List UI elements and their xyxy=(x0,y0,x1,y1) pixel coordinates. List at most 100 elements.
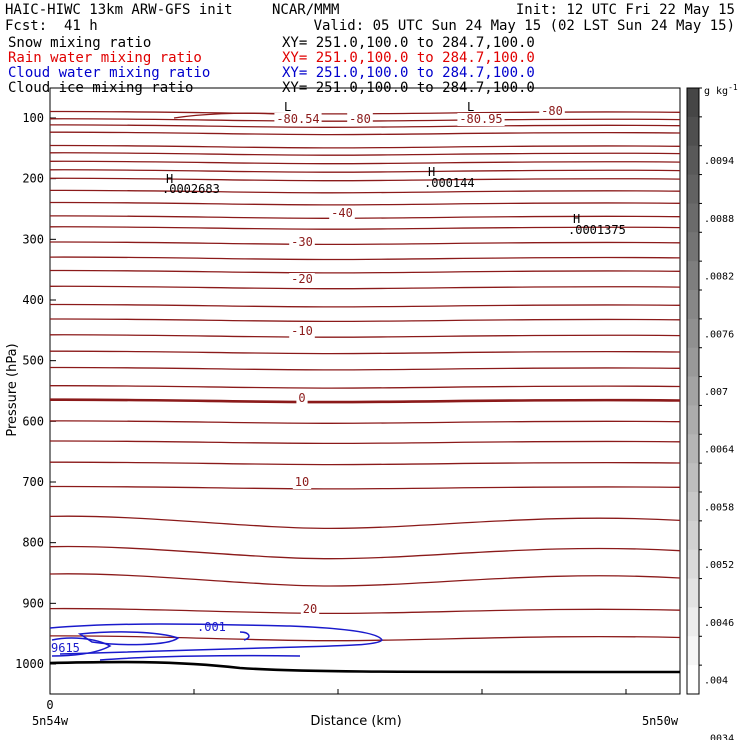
isotherm-line-5 xyxy=(49,152,681,156)
cloud-water-contour-outer xyxy=(49,623,383,655)
cloud-water-contour-core xyxy=(51,637,112,657)
colorbar-swatch-2 xyxy=(687,145,699,176)
cloud-water-contour-inner xyxy=(77,631,180,646)
x-tick-start: 0 xyxy=(46,698,53,712)
colorbar-unit-text: g kg xyxy=(704,86,728,97)
isotherm-line-23 xyxy=(49,398,681,404)
cloud-water-contours xyxy=(49,623,383,661)
y-tick-label-800: 800 xyxy=(22,536,44,550)
field-xy-2: XY= 251.0,100.0 to 284.7,100.0 xyxy=(282,65,535,81)
colorbar-swatch-16 xyxy=(687,549,699,580)
colorbar-swatch-0 xyxy=(687,88,699,118)
isotherm-line-4 xyxy=(49,144,681,149)
colorbar-label-6: .0058 xyxy=(704,502,734,513)
colorbar-label-2: .0082 xyxy=(704,272,734,283)
x-axis-label: Distance (km) xyxy=(310,714,401,729)
cloud-water-contour-low xyxy=(99,654,301,661)
colorbar-label-3: .0076 xyxy=(704,329,734,340)
fcst-value: 41 h xyxy=(64,18,98,34)
isotherm-line-20 xyxy=(49,350,681,355)
isotherm-line-2 xyxy=(49,124,681,128)
cloud-water-label-001: .001 xyxy=(197,620,226,634)
y-axis-label: Pressure (hPa) xyxy=(5,343,20,436)
colorbar-swatch-12 xyxy=(687,434,699,464)
isotherm-line-17 xyxy=(49,303,681,308)
colorbar-swatch-4 xyxy=(687,203,699,233)
colorbar-unit: g kg-1 xyxy=(704,83,738,97)
isotherm-line-14 xyxy=(49,256,681,261)
contour-label-bg-10 xyxy=(300,603,320,616)
isotherm-line-6 xyxy=(49,160,681,165)
x-left-location: 5n54w xyxy=(32,714,69,728)
colorbar-label-4: .007 xyxy=(704,387,728,398)
colorbar: .0094 .0088 .0082 .0076 .007 .0064 .0058 .0052.… xyxy=(686,87,734,740)
figure-title: HAIC-HIWC 13km ARW-GFS init xyxy=(5,2,233,18)
isotherm-line-28 xyxy=(49,515,681,530)
isotherm-line-13 xyxy=(49,241,681,246)
field-xy-1: XY= 251.0,100.0 to 284.7,100.0 xyxy=(282,50,535,66)
isotherm-line-12 xyxy=(49,226,681,230)
init-time: Init: 12 UTC Fri 22 May 15 xyxy=(516,2,735,18)
low-marker-1: L xyxy=(284,100,291,114)
isotherm-line-24 xyxy=(49,420,681,424)
contour-label-4: -40 xyxy=(331,206,353,220)
colorbar-swatch-3 xyxy=(687,174,699,204)
colorbar-swatch-11 xyxy=(687,405,699,435)
contour-label-5: -30 xyxy=(291,235,313,249)
isotherm-line-27 xyxy=(49,485,681,490)
colorbar-swatch-20 xyxy=(687,665,699,695)
contour-label-1: -80 xyxy=(349,112,371,126)
y-tick-label-500: 500 xyxy=(22,354,44,368)
colorbar-swatch-13 xyxy=(687,463,699,493)
high-marker-2-value: .000144 xyxy=(424,176,475,190)
contour-labels: -80.54 -80 -80.95 -80 -40 -30 -20 -10 0 10 20 xyxy=(274,104,565,616)
contour-label-9: 10 xyxy=(295,475,309,489)
colorbar-swatch-9 xyxy=(687,347,699,378)
isotherm-line-30 xyxy=(49,573,681,587)
high-marker-3: H xyxy=(573,212,580,226)
isotherm-line-15 xyxy=(49,269,681,274)
isotherm-line-18 xyxy=(49,318,681,323)
isotherm-line-21 xyxy=(49,366,681,371)
org-label: NCAR/MMM xyxy=(272,2,339,18)
colorbar-swatch-10 xyxy=(687,376,699,406)
colorbar-swatch-7 xyxy=(687,290,699,320)
isotherm-line-19 xyxy=(49,334,681,338)
low-marker-2: L xyxy=(467,100,474,114)
contour-label-bg-9 xyxy=(292,476,312,489)
colorbar-swatch-19 xyxy=(687,636,699,666)
isotherm-line-32 xyxy=(49,635,681,642)
colorbar-swatch-14 xyxy=(687,492,699,522)
contour-label-bg-2 xyxy=(457,113,505,126)
cloud-water-contour-right xyxy=(239,631,250,641)
y-tick-label-200: 200 xyxy=(22,172,44,186)
contour-label-3: -80 xyxy=(541,104,563,118)
colorbar-swatch-15 xyxy=(687,520,699,551)
colorbar-label-7: .0052 xyxy=(704,560,734,571)
contour-label-0: -80.54 xyxy=(276,112,319,126)
isotherm-line-8 xyxy=(49,177,681,182)
field-name-2: Cloud water mixing ratio xyxy=(8,65,210,81)
colorbar-label-8: .0046 xyxy=(704,618,734,629)
field-legend: Snow mixing ratio XY= 251.0,100.0 to 284.… xyxy=(8,35,535,96)
contour-label-bg-1 xyxy=(347,113,373,126)
contour-label-bg-6 xyxy=(289,273,315,286)
isotherm-line-22 xyxy=(49,385,681,389)
contour-label-bg-0 xyxy=(274,113,322,126)
colorbar-swatch-8 xyxy=(687,318,699,349)
isotherm-line-3 xyxy=(49,131,681,136)
colorbar-unit-exponent: -1 xyxy=(728,83,738,92)
isotherm-line-7 xyxy=(49,169,681,173)
high-marker-1: H xyxy=(166,172,173,186)
colorbar-label-1: .0088 xyxy=(704,214,734,225)
temperature-contours xyxy=(49,110,681,642)
terrain-line xyxy=(49,660,681,674)
field-name-0: Snow mixing ratio xyxy=(8,35,151,51)
extrema-markers: L L H .0002683 H .000144 H .0001375 xyxy=(162,100,626,237)
colorbar-label-10: .0034 xyxy=(704,733,734,740)
colorbar-swatch-1 xyxy=(687,116,699,147)
x-right-location: 5n50w xyxy=(642,714,679,728)
contour-label-bg-7 xyxy=(289,325,315,338)
contour-label-6: -20 xyxy=(291,272,313,286)
